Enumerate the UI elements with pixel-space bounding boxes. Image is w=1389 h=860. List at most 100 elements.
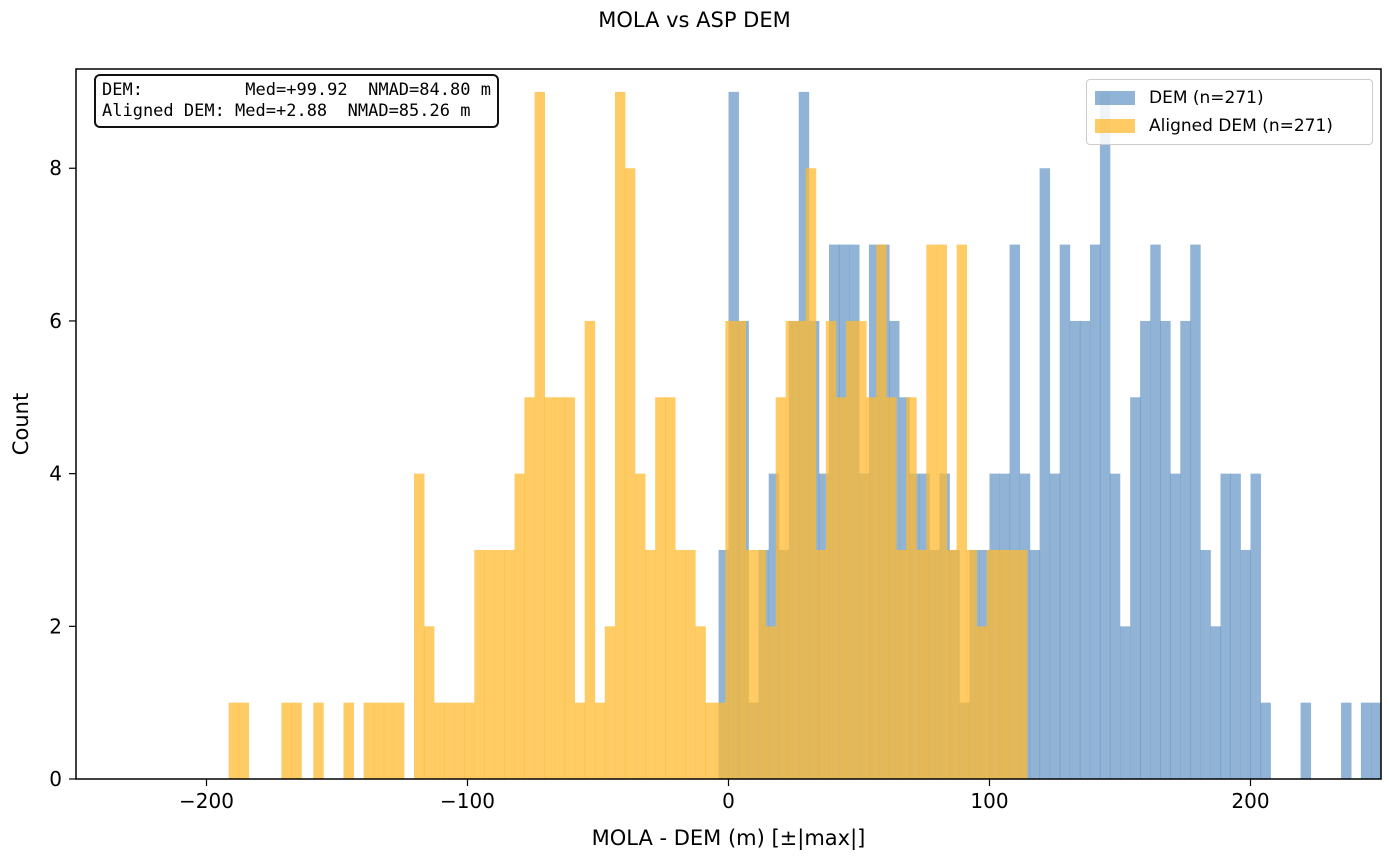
dem-bar-0 [718,549,730,779]
x-axis-label: MOLA - DEM (m) [±|max|] [591,826,866,850]
stats-line-aligned: Aligned DEM: Med=+2.88 NMAD=85.26 m [102,101,471,121]
dem-bar-29 [1009,244,1021,780]
aligned-dem-bar-16 [474,549,485,779]
dem-bar-52 [1240,549,1252,779]
dem-bar-46 [1180,320,1191,779]
aligned-dem-bar-24 [554,397,566,779]
aligned-dem-bar-40 [715,702,726,779]
aligned-dem-bar-44 [755,549,767,779]
chart-title: MOLA vs ASP DEM [598,8,791,32]
aligned-dem-bar-0 [228,702,240,779]
aligned-dem-bar-5 [343,702,354,779]
aligned-dem-bar-67 [986,549,998,779]
aligned-dem-bar-15 [464,702,475,779]
aligned-dem-bar-19 [504,549,515,779]
dem-bar-49 [1210,626,1222,779]
aligned-dem-bar-22 [534,91,546,779]
aligned-dem-bar-14 [454,702,465,779]
aligned-dem-bar-34 [655,397,666,779]
aligned-dem-bar-56 [876,244,887,780]
aligned-dem-bar-9 [393,702,405,779]
aligned-dem-bar-32 [635,473,646,779]
aligned-dem-bar-66 [976,626,988,779]
aligned-dem-bar-13 [444,702,455,779]
aligned-dem-bar-43 [745,549,756,779]
aligned-dem-bar-59 [906,397,917,779]
aligned-dem-bar-25 [564,397,576,779]
legend-label-dem: DEM (n=271) [1149,88,1264,108]
y-tick-label: 6 [49,309,62,333]
dem-bar-37 [1089,244,1101,780]
aligned-dem-bar-10 [414,473,425,779]
y-tick-label: 2 [49,614,62,638]
dem-bar-57 [1360,702,1372,779]
legend-swatch-dem [1095,91,1135,105]
dem-bar-40 [1120,626,1131,779]
aligned-dem-bar-49 [805,168,817,779]
aligned-dem-bar-54 [856,320,867,779]
x-tick-label: 100 [970,789,1008,813]
dem-bar-34 [1059,244,1071,780]
aligned-dem-bar-65 [966,549,977,779]
dem-bar-51 [1230,473,1241,779]
aligned-dem-bar-69 [1006,549,1018,779]
dem-bar-39 [1109,473,1121,779]
aligned-dem-bar-51 [825,320,837,779]
dem-bar-43 [1150,244,1161,780]
aligned-dem-bar-29 [604,626,616,779]
aligned-dem-bar-52 [836,397,847,779]
aligned-dem-bar-3 [291,702,302,779]
legend-item-dem: DEM (n=271) [1095,85,1264,111]
aligned-dem-bar-68 [996,549,1008,779]
aligned-dem-bar-6 [363,702,375,779]
aligned-dem-bar-55 [866,397,877,779]
aligned-dem-bar-8 [383,702,395,779]
aligned-dem-bar-64 [956,244,968,780]
aligned-dem-bar-36 [675,549,686,779]
aligned-dem-bar-58 [896,549,907,779]
aligned-dem-bar-46 [775,397,787,779]
axes-layer: −200 −100 0 100 200 0 2 4 6 8 [49,68,1382,813]
aligned-dem-bar-30 [614,91,626,779]
dem-bar-35 [1069,320,1081,779]
y-tick-label: 4 [49,462,62,486]
aligned-dem-bar-47 [785,320,797,779]
aligned-dem-bar-62 [936,244,947,780]
aligned-dem-bar-53 [845,320,857,779]
x-tick-label: −200 [179,789,234,813]
aligned-dem-bar-61 [926,244,937,780]
dem-bar-38 [1099,91,1111,779]
dem-bar-53 [1250,473,1261,779]
aligned-dem-bar-18 [494,549,505,779]
legend-label-aligned-dem: Aligned DEM (n=271) [1149,116,1333,136]
aligned-dem-bar-28 [594,702,606,779]
dem-bar-50 [1220,473,1231,779]
dem-bar-58 [1371,702,1382,779]
dem-bar-47 [1190,244,1201,780]
x-tick-label: −100 [440,789,495,813]
dem-bar-45 [1170,473,1181,779]
dem-bar-41 [1130,397,1141,779]
dem-bar-44 [1160,320,1171,779]
aligned-dem-bar-48 [795,320,807,779]
aligned-dem-bar-42 [735,320,746,779]
aligned-dem-bar-17 [484,549,495,779]
aligned-dem-bar-35 [665,397,676,779]
dem-bar-55 [1300,702,1312,779]
aligned-dem-bar-57 [886,397,897,779]
aligned-dem-bar-7 [373,702,385,779]
aligned-dem-bar-37 [685,549,696,779]
dem-bar-54 [1260,702,1271,779]
aligned-dem-bar-4 [313,702,324,779]
stats-box: DEM: Med=+99.92 NMAD=84.80 m Aligned DEM:… [94,74,499,128]
aligned-dem-bar-1 [238,702,250,779]
dem-bar-33 [1049,473,1061,779]
dem-bar-48 [1200,549,1211,779]
aligned-dem-bar-50 [815,549,827,779]
dem-bar-31 [1029,549,1041,779]
legend-item-aligned-dem: Aligned DEM (n=271) [1095,113,1333,139]
y-tick-label: 0 [49,767,62,791]
aligned-dem-bar-20 [514,473,525,779]
aligned-dem-bar-2 [281,702,292,779]
